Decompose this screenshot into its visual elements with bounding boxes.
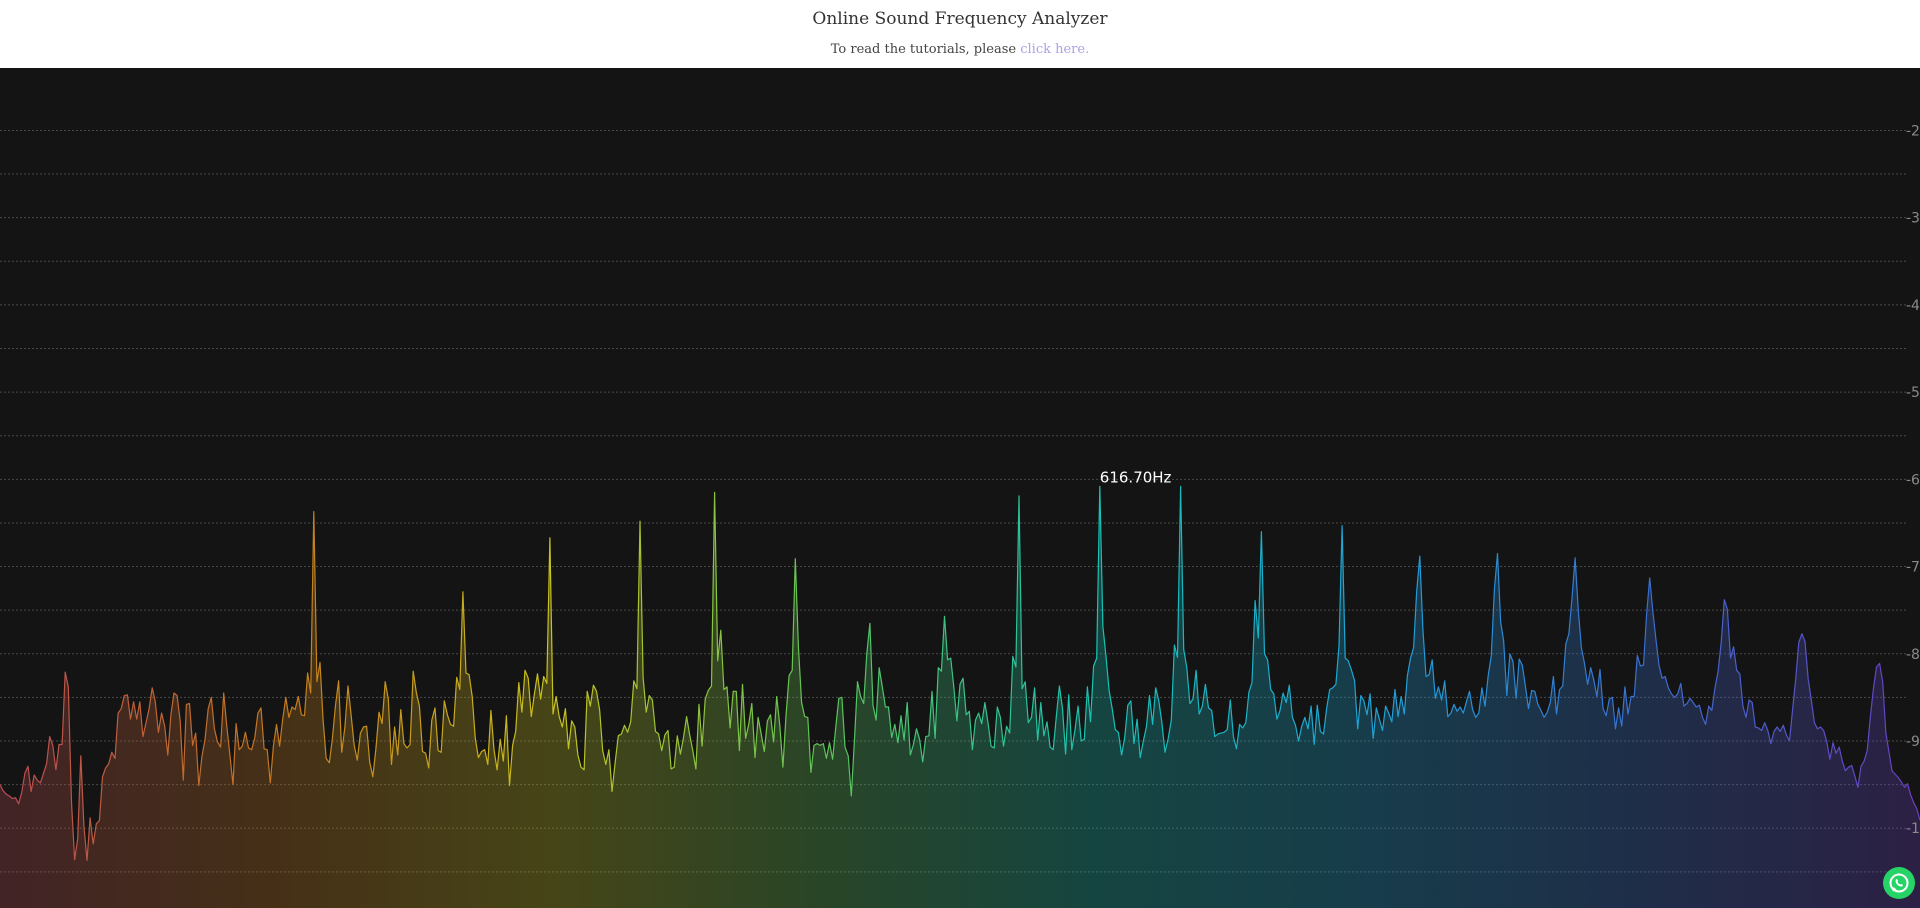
y-axis-ticks: -2 -3 -4 -5 -6 -7 -8 -9 -10 — [1906, 123, 1920, 837]
y-tick-label: -2 — [1906, 123, 1920, 139]
y-tick-label: -7 — [1906, 560, 1920, 576]
tutorial-notice-text: To read the tutorials, please — [830, 42, 1021, 57]
spectrum-line — [0, 485, 1920, 862]
page-title: Online Sound Frequency Analyzer — [812, 9, 1108, 29]
y-tick-label: -6 — [1906, 472, 1920, 488]
y-tick-label: -4 — [1906, 298, 1920, 314]
y-tick-label: -5 — [1906, 385, 1920, 401]
spectrum-chart[interactable]: -2 -3 -4 -5 -6 -7 -8 -9 -10 616.70Hz — [0, 68, 1920, 908]
tutorial-link[interactable]: click here. — [1020, 42, 1090, 57]
y-tick-label: -10 — [1906, 821, 1920, 837]
spectrum-area — [0, 486, 1920, 908]
spectrum-svg: -2 -3 -4 -5 -6 -7 -8 -9 -10 616.70Hz — [0, 123, 1920, 908]
spectrum-layer — [0, 485, 1920, 908]
whatsapp-button[interactable] — [1883, 867, 1915, 899]
whatsapp-icon — [1889, 873, 1909, 893]
page-header: Online Sound Frequency Analyzer To read … — [0, 0, 1920, 68]
y-tick-label: -8 — [1906, 647, 1920, 663]
y-tick-label: -9 — [1906, 734, 1920, 750]
peak-frequency-label: 616.70Hz — [1100, 468, 1172, 486]
tutorial-notice: To read the tutorials, please click here… — [0, 42, 1920, 57]
y-tick-label: -3 — [1906, 211, 1920, 227]
